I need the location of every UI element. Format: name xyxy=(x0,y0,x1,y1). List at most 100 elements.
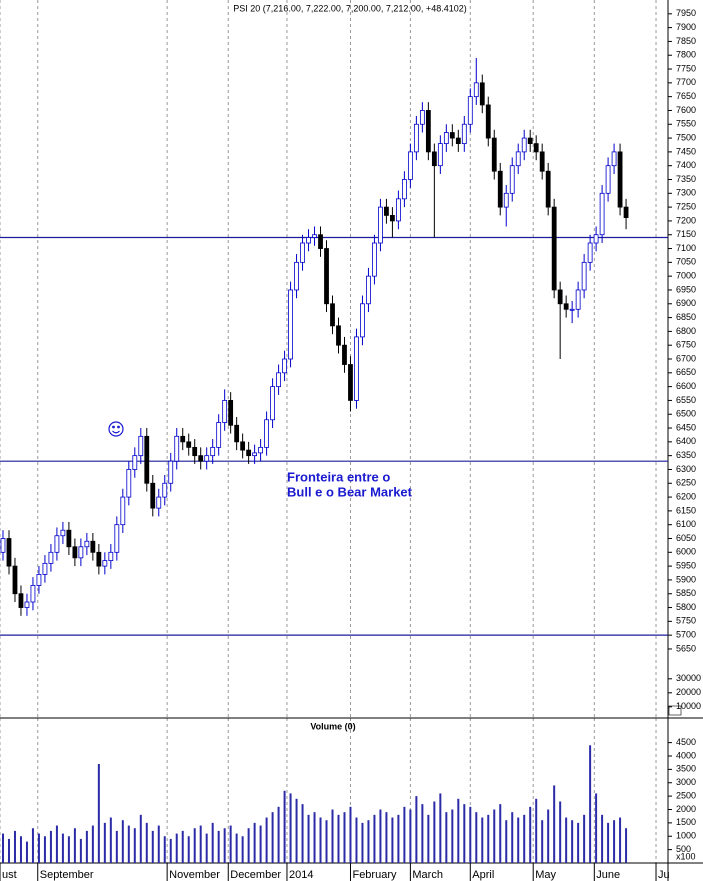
candle-body xyxy=(342,344,347,365)
volume-bar xyxy=(295,798,298,863)
scale-box xyxy=(668,705,682,716)
y-tick-label: 6300 xyxy=(676,464,696,474)
candle-body xyxy=(12,565,18,595)
y-tick-label: 7750 xyxy=(676,63,696,73)
candle-body xyxy=(192,446,198,457)
volume-bar xyxy=(67,836,70,863)
candle-body xyxy=(234,424,240,443)
y-tick-label: 6250 xyxy=(676,478,696,488)
candle-body xyxy=(246,449,252,457)
x-tick-label: 2014 xyxy=(289,869,313,881)
volume-bar xyxy=(253,822,256,863)
candle-body xyxy=(431,151,437,167)
volume-bar xyxy=(559,801,562,863)
volume-bar xyxy=(451,809,454,863)
volume-bar xyxy=(511,812,514,863)
candle-body xyxy=(569,308,575,311)
x-tick-label: May xyxy=(535,869,556,881)
volume-bar xyxy=(325,820,328,863)
candle-body xyxy=(84,540,90,548)
candle-body xyxy=(455,137,461,144)
volume-bar xyxy=(349,806,352,863)
x-tick-label: Ju xyxy=(658,869,670,881)
candle-body xyxy=(270,386,275,421)
volume-bar xyxy=(571,820,574,863)
candle-body xyxy=(396,198,401,222)
volume-bar xyxy=(175,833,178,863)
volume-bar xyxy=(547,809,550,863)
candle-body xyxy=(449,132,455,139)
volume-bar xyxy=(241,836,244,863)
candle-body xyxy=(372,242,377,277)
candle-body xyxy=(36,574,42,586)
y-tick-label: 6650 xyxy=(676,367,696,377)
volume-bar xyxy=(373,814,376,863)
candle-body xyxy=(282,358,287,374)
volume-bar xyxy=(409,809,412,863)
candle-body xyxy=(162,482,168,498)
candle-body xyxy=(294,261,299,291)
y2-tick-label: 20000 xyxy=(676,687,701,697)
y-tick-label: 7950 xyxy=(676,8,696,18)
y-tick-label: 1000 xyxy=(676,831,696,841)
volume-bar xyxy=(265,817,268,863)
volume-bar xyxy=(319,817,322,863)
candle-body xyxy=(276,372,281,388)
candle-body xyxy=(78,546,84,559)
volume-bar xyxy=(121,820,124,863)
candle-body xyxy=(54,535,60,553)
volume-bar xyxy=(199,825,202,863)
candle-body xyxy=(348,364,353,401)
volume-bar xyxy=(73,828,76,863)
volume-bar xyxy=(589,745,592,863)
volume-bar xyxy=(379,809,382,863)
volume-bar xyxy=(541,820,544,863)
volume-bar xyxy=(25,841,28,863)
candle-body xyxy=(18,593,24,608)
candle-body xyxy=(168,460,174,484)
volume-bar xyxy=(391,817,394,863)
volume-bar xyxy=(397,814,400,863)
y-tick-label: 7300 xyxy=(676,188,696,198)
y-tick-label: 6550 xyxy=(676,395,696,405)
volume-bar xyxy=(529,806,532,863)
candle-body xyxy=(503,192,509,208)
volume-bar xyxy=(103,822,106,863)
y-tick-label: 7400 xyxy=(676,160,696,170)
y-tick-label: 7550 xyxy=(676,119,696,129)
volume-bar xyxy=(289,793,292,863)
y-tick-label: 6600 xyxy=(676,381,696,391)
y-tick-label: 6950 xyxy=(676,284,696,294)
candle-body xyxy=(461,123,467,145)
volume-bar xyxy=(97,764,100,863)
y-tick-label: 6200 xyxy=(676,491,696,501)
volume-bar xyxy=(457,798,460,863)
volume-bar xyxy=(505,820,508,863)
candle-body xyxy=(72,546,78,559)
y-tick-label: 6850 xyxy=(676,312,696,322)
volume-bar xyxy=(211,822,214,863)
candle-body xyxy=(491,137,497,172)
volume-bar xyxy=(385,812,388,863)
candle-body xyxy=(390,214,395,222)
annotation: Bull e o Bear Market xyxy=(287,484,413,499)
y-tick-label: 5800 xyxy=(676,602,696,612)
y-tick-label: 3500 xyxy=(676,764,696,774)
candle-body xyxy=(330,303,335,327)
candle-body xyxy=(437,143,443,167)
y-tick-label: 7000 xyxy=(676,271,696,281)
volume-bar xyxy=(367,820,370,863)
x-tick-label: March xyxy=(412,869,443,881)
candle-body xyxy=(611,151,617,167)
candle-body xyxy=(288,289,293,360)
candle-body xyxy=(120,496,126,526)
grid xyxy=(0,0,657,863)
candle-body xyxy=(216,422,222,448)
y-tick-label: 4000 xyxy=(676,750,696,760)
candle-body xyxy=(384,206,389,216)
y-tick-label: 6500 xyxy=(676,409,696,419)
y-tick-label: 500 xyxy=(676,844,691,854)
volume-bar xyxy=(601,814,604,863)
volume-bar xyxy=(553,785,556,863)
candle-body xyxy=(174,435,180,462)
